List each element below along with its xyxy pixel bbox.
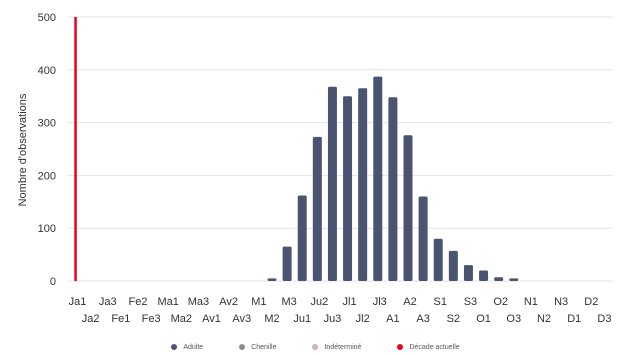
x-tick-label: Ju1 [293, 313, 311, 325]
bar-a1 [388, 97, 398, 281]
x-tick-label: O2 [493, 296, 508, 308]
y-tick-label: 0 [50, 276, 56, 288]
legend-item: Décade actuelle [397, 343, 460, 351]
legend-swatch [312, 344, 319, 350]
x-tick-label: Jl2 [356, 313, 370, 325]
grid [68, 16, 612, 282]
x-tick-label: Ja1 [69, 296, 87, 308]
y-axis-label: Nombre d'observations [17, 93, 29, 206]
x-tick-label: N2 [537, 313, 551, 325]
x-tick-label: Fe1 [111, 313, 130, 325]
bar-o3 [509, 278, 519, 281]
x-tick-label: A3 [416, 313, 429, 325]
y-tick-label: 100 [38, 223, 56, 235]
legend-label: Chenille [251, 343, 277, 351]
legend: Adulte Chenille Indéterminé Décade actuelle [0, 341, 631, 353]
x-tick-label: O3 [506, 313, 521, 325]
x-tick-label: A1 [386, 313, 399, 325]
bar-ju2 [312, 136, 322, 281]
bar-s2 [448, 250, 458, 281]
x-tick-label: D3 [597, 313, 611, 325]
y-tick-label: 500 [38, 12, 56, 24]
chart: 0 100 200 300 400 500 Ja1 Ja2 Ja3 Fe1 Fe2 Fe3 Ma1 Ma… [17, 12, 612, 325]
y-tick-labels: 0 100 200 300 400 500 [38, 12, 56, 288]
bar-jl3 [373, 76, 383, 281]
legend-label: Décade actuelle [409, 343, 460, 351]
bar-jl2 [358, 88, 368, 281]
legend-label: Adulte [183, 343, 204, 351]
x-tick-label: M1 [251, 296, 266, 308]
bar-ju1 [297, 195, 307, 281]
legend-item: Indéterminé [312, 344, 361, 351]
x-tick-label: Av1 [202, 313, 221, 325]
x-tick-label: M2 [264, 313, 279, 325]
bar-a3 [418, 196, 428, 281]
x-tick-label: S1 [433, 296, 446, 308]
legend-swatch [171, 344, 178, 350]
x-tick-label: D2 [584, 296, 598, 308]
x-tick-label: Ja3 [99, 296, 117, 308]
x-tick-label: Ma2 [171, 313, 192, 325]
y-tick-label: 400 [38, 65, 56, 77]
x-tick-label: N3 [554, 296, 568, 308]
x-tick-label: Ju3 [324, 313, 342, 325]
x-tick-label: Fe2 [129, 296, 148, 308]
x-tick-label: Av2 [219, 296, 238, 308]
bar-a2 [403, 135, 413, 281]
y-tick-label: 300 [38, 118, 56, 130]
legend-swatch [397, 344, 404, 350]
legend-item: Adulte [171, 344, 203, 351]
bar-s1 [433, 238, 443, 281]
x-tick-label: O1 [476, 313, 491, 325]
legend-label: Indéterminé [324, 343, 362, 351]
x-tick-label: Ju2 [310, 296, 328, 308]
bar-ju3 [327, 86, 337, 281]
x-tick-label: Ma3 [188, 296, 209, 308]
bar-s3 [463, 265, 473, 281]
x-tick-label: D1 [567, 313, 581, 325]
x-tick-label: S2 [447, 313, 460, 325]
bar-o2 [494, 277, 504, 281]
x-tick-label: N1 [524, 296, 538, 308]
x-tick-label: M3 [281, 296, 296, 308]
bar-o1 [479, 270, 489, 281]
bar-m2 [267, 278, 277, 281]
y-tick-label: 200 [38, 170, 56, 182]
legend-item: Chenille [239, 344, 276, 351]
x-tick-label: Ja2 [82, 313, 100, 325]
x-tick-label: Jl1 [343, 296, 357, 308]
x-tick-label: Av3 [232, 313, 251, 325]
x-tick-label: Fe3 [142, 313, 161, 325]
x-tick-label: Jl3 [373, 296, 387, 308]
x-tick-label: Ma1 [158, 296, 179, 308]
x-tick-label: A2 [403, 296, 416, 308]
legend-swatch [239, 344, 246, 350]
x-tick-label: S3 [464, 296, 477, 308]
bar-m3 [282, 246, 292, 281]
bar-jl1 [343, 96, 353, 281]
bars [267, 76, 519, 281]
